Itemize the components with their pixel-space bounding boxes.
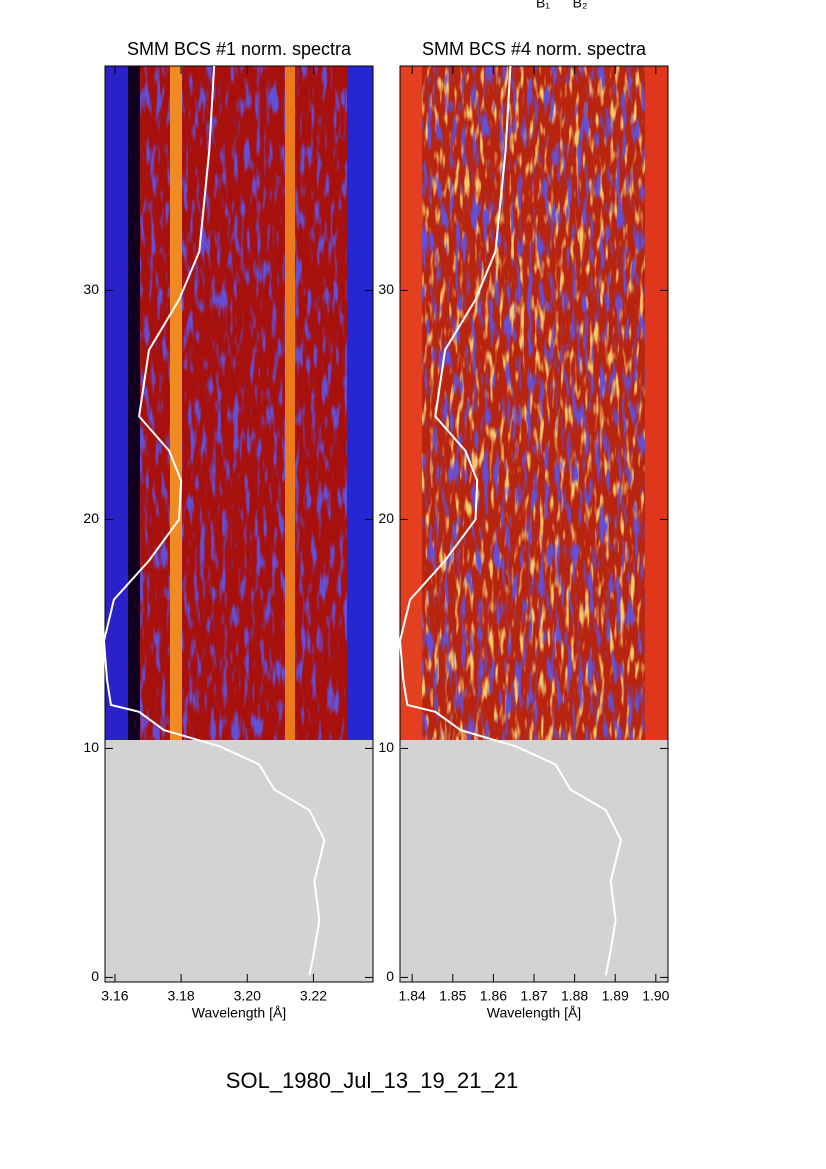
x-axis-label: Wavelength [Å] — [192, 1005, 286, 1021]
x-tick-label: 1.87 — [520, 988, 547, 1004]
heatmap-noise — [422, 66, 645, 740]
x-tick-label: 1.90 — [642, 988, 669, 1004]
heatmap-edge — [645, 66, 668, 740]
y-tick-label: 10 — [378, 739, 394, 755]
x-tick-label: 3.16 — [101, 988, 128, 1004]
x-tick-label: 1.84 — [399, 988, 426, 1004]
plot-frame — [104, 65, 374, 983]
heatmap-edge — [347, 66, 373, 740]
empty-region — [400, 740, 668, 982]
x-tick-label: 1.85 — [439, 988, 466, 1004]
top-label: B₁ — [536, 0, 550, 11]
y-tick-label: 0 — [386, 968, 394, 984]
light-curve — [398, 65, 622, 976]
y-tick-label: 0 — [91, 968, 99, 984]
chart-title: SMM BCS #1 norm. spectra — [127, 39, 352, 59]
light-curve — [102, 65, 326, 976]
x-tick-label: 1.86 — [480, 988, 507, 1004]
y-tick-label: 10 — [83, 739, 99, 755]
spectral-line — [285, 66, 295, 740]
y-tick-label: 30 — [378, 281, 394, 297]
empty-region — [105, 740, 373, 982]
y-tick-label: 20 — [378, 510, 394, 526]
x-tick-label: 3.20 — [234, 988, 261, 1004]
y-tick-label: 20 — [83, 510, 99, 526]
x-axis-label: Wavelength [Å] — [487, 1005, 581, 1021]
x-tick-label: 3.18 — [167, 988, 194, 1004]
top-label: B₂ — [573, 0, 588, 11]
spectrogram-2 — [400, 66, 668, 982]
x-tick-label: 3.22 — [300, 988, 327, 1004]
caption: SOL_1980_Jul_13_19_21_21 — [226, 1068, 518, 1093]
x-tick-label: 1.88 — [561, 988, 588, 1004]
chart-title: SMM BCS #4 norm. spectra — [422, 39, 647, 59]
heatmap-edge — [105, 66, 128, 740]
heatmap-edge — [400, 66, 422, 740]
y-tick-label: 30 — [83, 281, 99, 297]
spectrogram-1 — [105, 66, 373, 982]
x-tick-label: 1.89 — [602, 988, 629, 1004]
heatmap-edge — [128, 66, 140, 740]
spectral-line — [170, 66, 182, 740]
top-labels: B₁ B₂ — [536, 0, 587, 11]
